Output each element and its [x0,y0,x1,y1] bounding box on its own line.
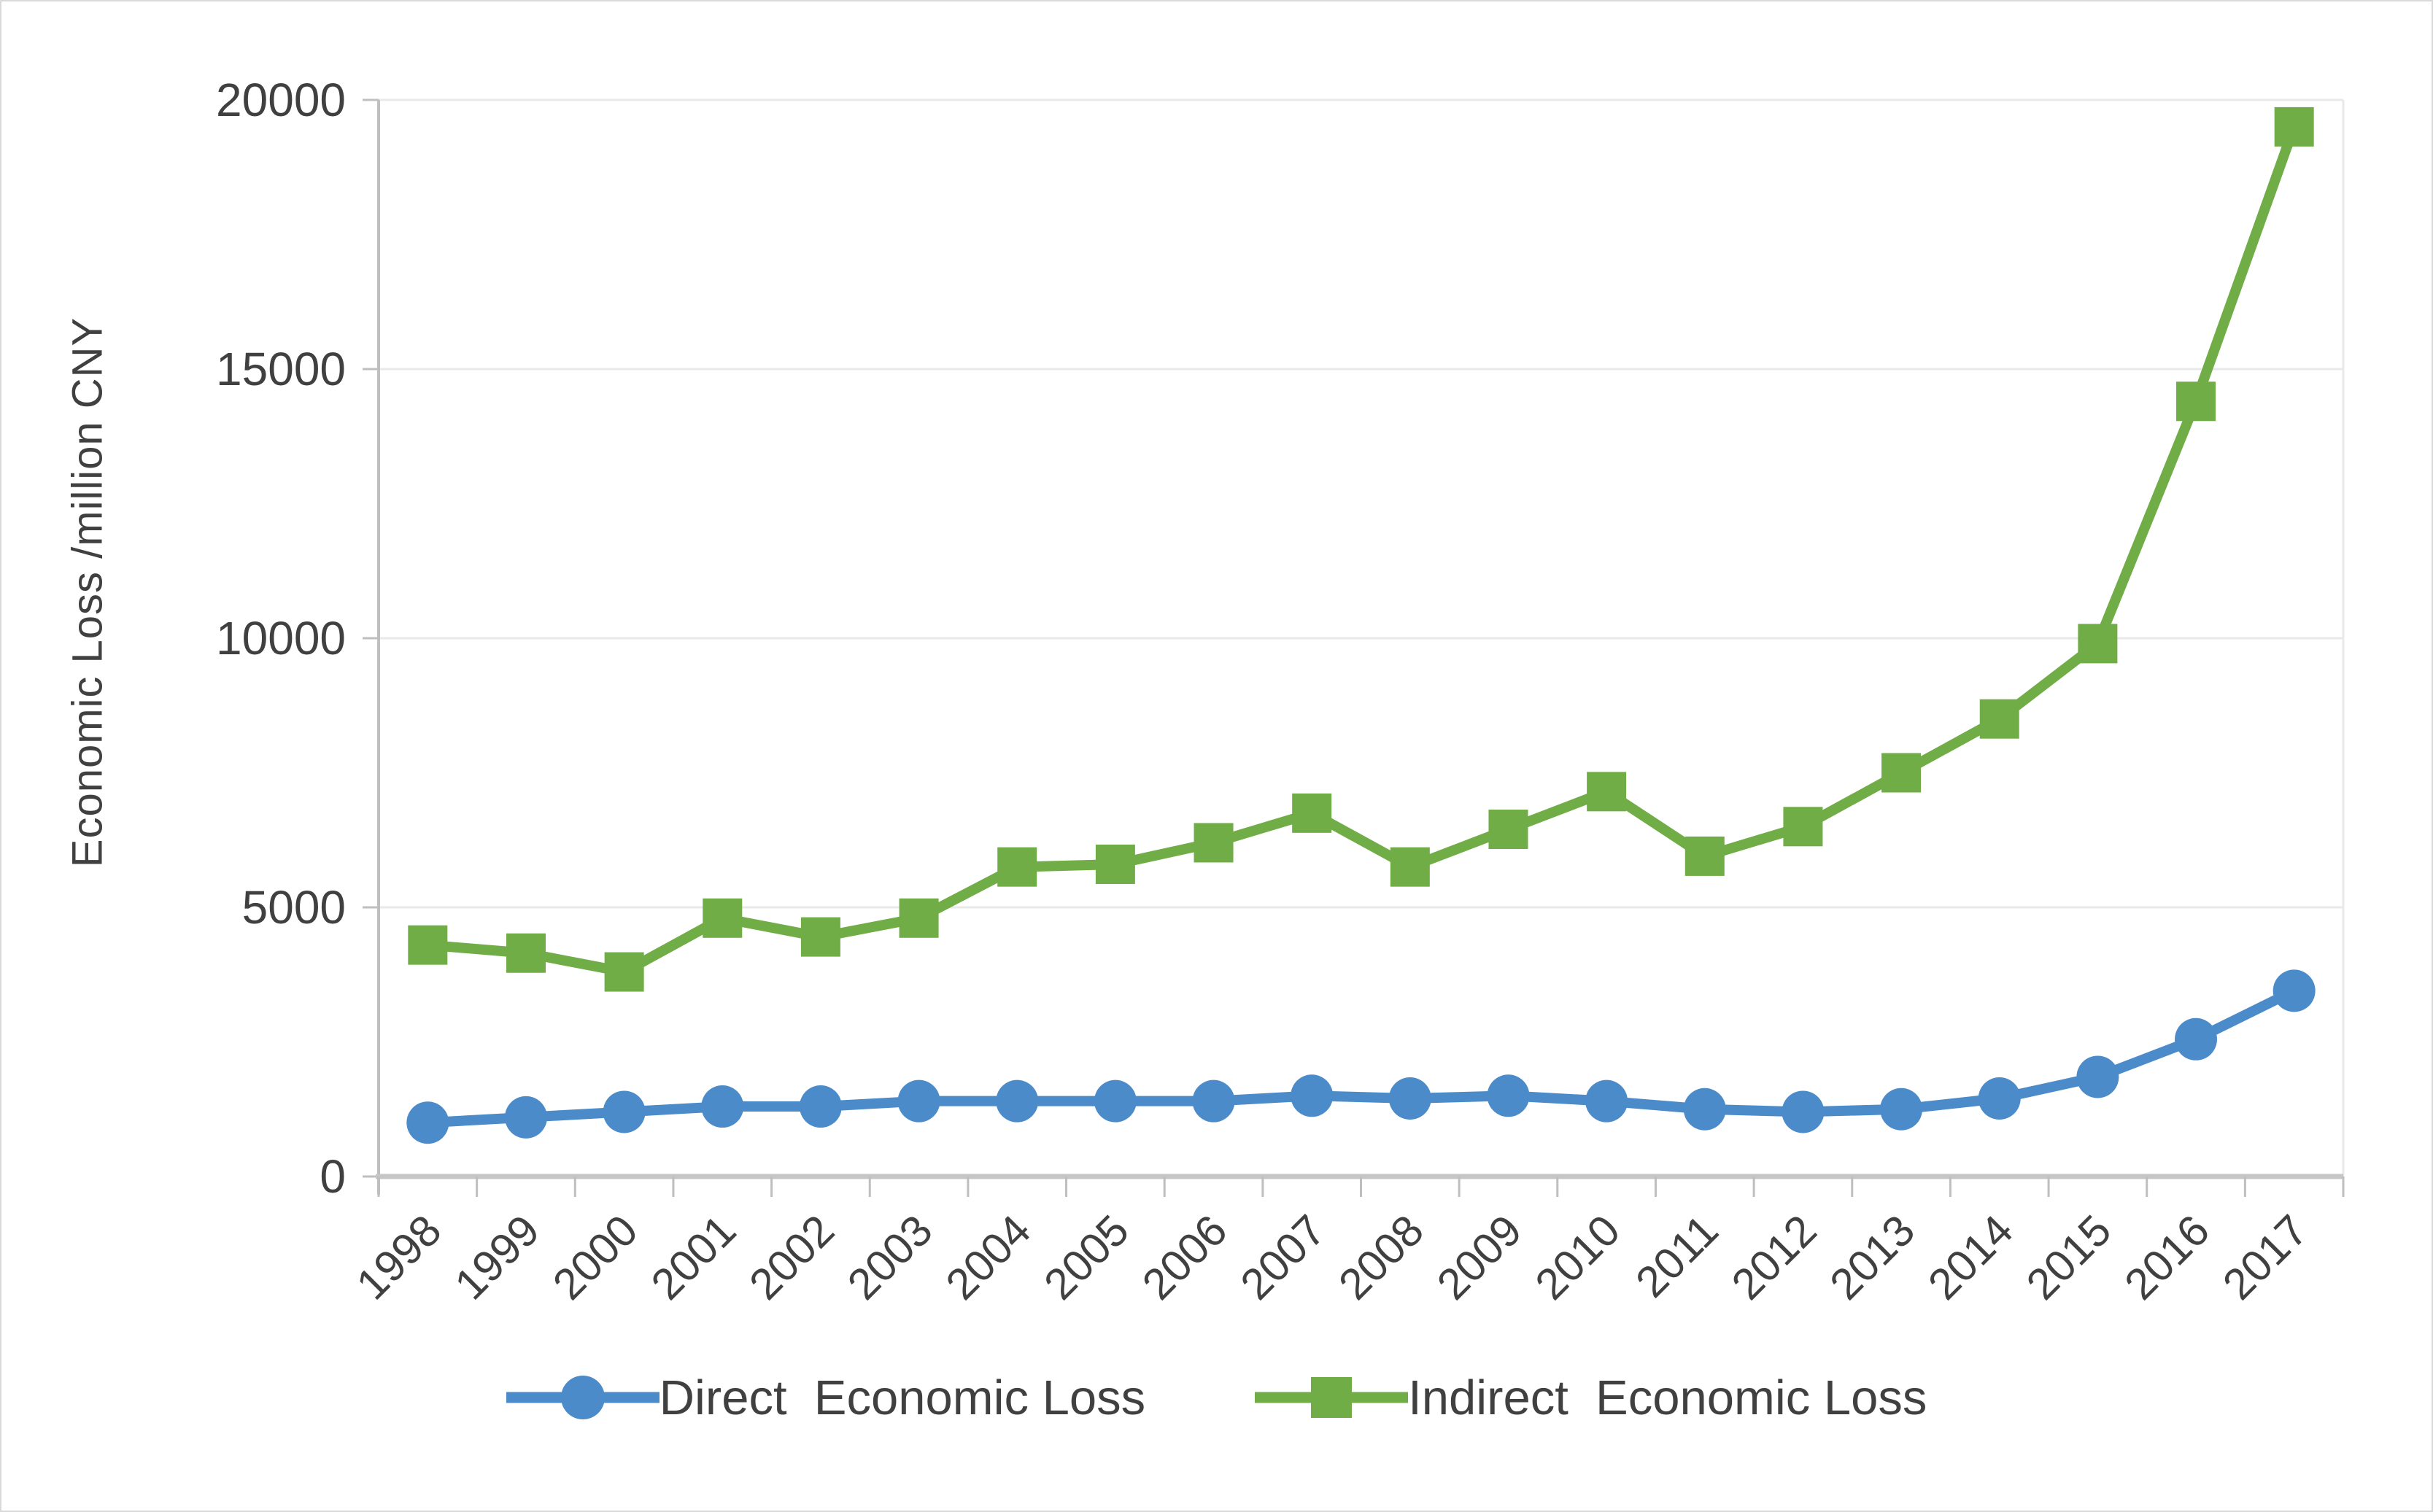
data-point-indirect-2005 [1095,844,1135,884]
data-point-indirect-2006 [1194,823,1234,863]
x-tick-label: 2013 [1821,1206,1925,1309]
data-point-direct-2011 [1683,1088,1726,1131]
data-point-direct-2004 [996,1079,1039,1123]
legend-label: Indirect Economic Loss [1408,1370,1927,1425]
data-point-indirect-2007 [1292,793,1332,833]
data-point-direct-2010 [1585,1079,1628,1123]
legend-item-direct: Direct Economic Loss [506,1364,1146,1431]
legend-item-indirect: Indirect Economic Loss [1255,1364,1927,1431]
data-point-indirect-2000 [604,952,644,992]
data-point-direct-2012 [1782,1090,1825,1133]
legend-marker-circle-icon [506,1376,659,1419]
y-tick-label: 10000 [216,612,346,664]
data-point-indirect-2010 [1587,772,1627,812]
x-tick-label: 2014 [1919,1206,2022,1309]
data-point-direct-2009 [1487,1074,1530,1117]
data-point-direct-2016 [2175,1017,2218,1061]
data-point-direct-2017 [2273,969,2316,1012]
x-tick-label: 2017 [2213,1206,2317,1309]
y-axis-title: Economic Loss /million CNY [63,317,112,868]
data-point-direct-2015 [2076,1055,2119,1098]
y-tick-label: 5000 [242,881,346,934]
x-tick-label: 2003 [838,1206,942,1309]
data-point-direct-2006 [1192,1079,1235,1123]
data-point-direct-2014 [1978,1077,2021,1120]
x-tick-label: 2012 [1722,1206,1826,1309]
legend-label: Direct Economic Loss [659,1370,1146,1425]
x-tick-label: 2005 [1034,1206,1138,1309]
data-point-direct-2008 [1388,1077,1431,1120]
data-point-indirect-2017 [2274,106,2314,147]
x-tick-label: 1999 [445,1206,549,1309]
data-point-direct-2003 [897,1079,940,1123]
x-tick-label: 2001 [642,1206,746,1309]
data-point-indirect-1999 [506,933,546,973]
data-point-indirect-2016 [2176,381,2216,422]
data-point-direct-2002 [799,1085,842,1128]
x-tick-label: 2004 [937,1206,1040,1309]
x-tick-label: 2015 [2017,1206,2121,1309]
legend-marker-square-icon [1255,1377,1409,1418]
y-tick-label: 20000 [216,74,346,126]
chart-legend: Direct Economic Loss Indirect Economic L… [1,1364,2432,1431]
data-point-indirect-2014 [1979,699,2019,739]
data-point-indirect-2015 [2078,624,2118,664]
data-point-indirect-2012 [1783,807,1823,847]
data-point-indirect-2003 [899,898,939,938]
x-tick-label: 1998 [347,1206,451,1309]
x-tick-label: 2000 [544,1206,647,1309]
x-tick-label: 2011 [1626,1206,1728,1307]
x-tick-label: 2010 [1526,1206,1630,1309]
data-point-direct-2013 [1880,1088,1923,1131]
x-tick-label: 2007 [1231,1206,1335,1309]
x-tick-label: 2008 [1329,1206,1433,1309]
data-point-indirect-2008 [1390,847,1430,887]
series-line-indirect [422,121,2299,977]
data-point-indirect-2002 [800,917,840,957]
data-point-indirect-2004 [997,847,1037,887]
data-point-indirect-2001 [703,898,743,938]
x-tick-label: 2006 [1133,1206,1237,1309]
data-point-indirect-1998 [408,925,448,965]
data-point-indirect-2013 [1881,753,1922,793]
x-tick-label: 2002 [740,1206,843,1309]
x-tick-label: 2016 [2115,1206,2219,1309]
y-tick-label: 15000 [216,343,346,395]
data-point-direct-1999 [504,1096,547,1139]
data-point-indirect-2011 [1684,836,1725,876]
y-tick-label: 0 [320,1150,346,1203]
data-point-direct-1998 [406,1101,449,1144]
data-point-direct-2001 [701,1085,744,1128]
data-point-direct-2007 [1291,1074,1334,1117]
data-point-direct-2000 [603,1090,646,1133]
x-tick-label: 2009 [1428,1206,1531,1309]
data-point-indirect-2009 [1488,809,1528,849]
data-point-direct-2005 [1094,1079,1137,1123]
